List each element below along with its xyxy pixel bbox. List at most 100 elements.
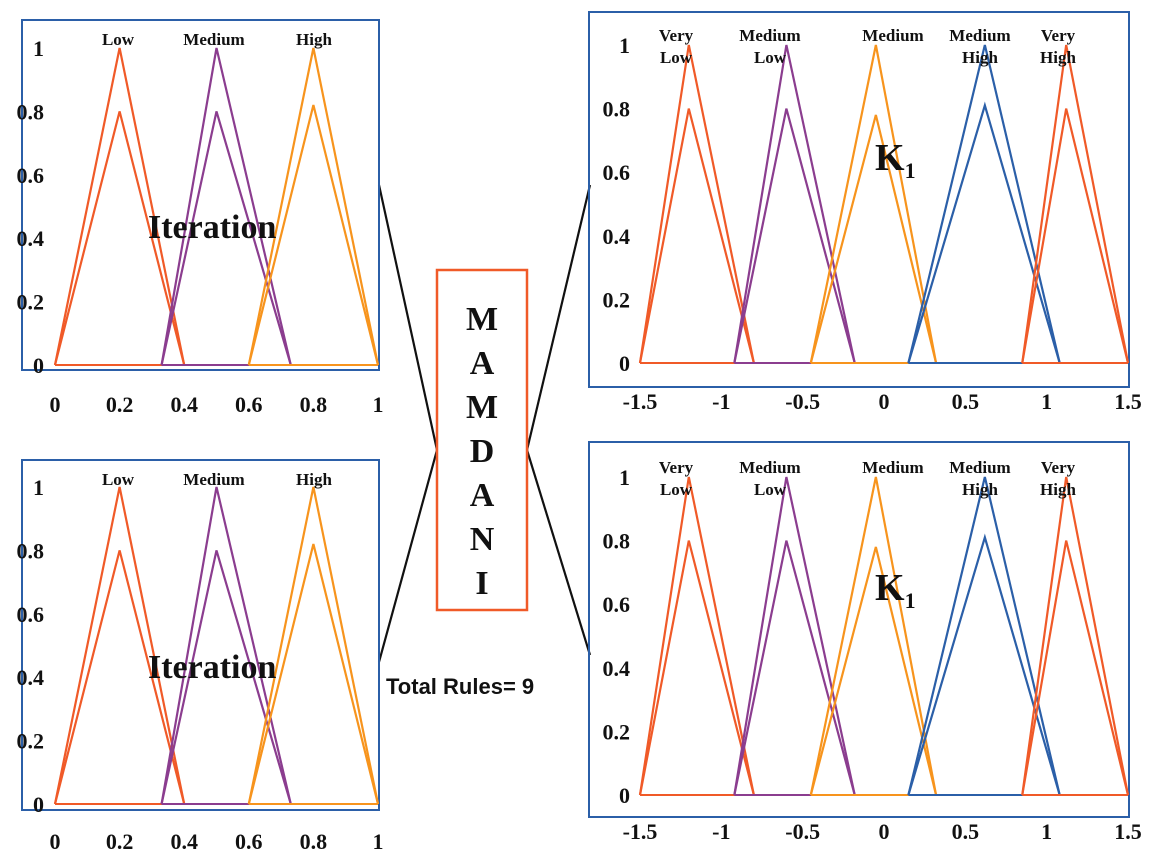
x-tick-label: 0.5 [952, 819, 980, 844]
membership-medium-high: Medium High [907, 26, 1061, 364]
upper-mf-line [733, 44, 856, 364]
x-tick-label: 0 [879, 389, 890, 414]
upper-mf-line [907, 44, 1061, 364]
membership-low: Low [53, 470, 186, 805]
upper-mf-line [247, 486, 380, 805]
x-tick-label: 0 [50, 392, 61, 417]
mf-label: Low [754, 48, 787, 67]
x-tick-label: 0.2 [106, 829, 134, 852]
y-tick-label: 0.2 [603, 287, 631, 312]
lower-mf-line [809, 114, 938, 364]
y-tick-label: 0.8 [17, 538, 45, 563]
mf-label: Very [1041, 458, 1076, 477]
y-tick-label: 0.8 [17, 99, 45, 124]
x-tick-label: 0.2 [106, 392, 134, 417]
membership-low: Low [53, 30, 186, 366]
membership-very-low: Very Low [638, 458, 755, 796]
mf-label: High [296, 470, 332, 489]
y-tick-label: 1 [33, 36, 44, 61]
x-tick-label: 1.5 [1114, 389, 1142, 414]
x-tick-label: 1 [1041, 819, 1052, 844]
y-tick-label: 1 [619, 33, 630, 58]
mf-label: Medium [739, 26, 800, 45]
membership-very-high: Very High [1021, 26, 1130, 364]
y-tick-label: 0.4 [603, 224, 631, 249]
x-tick-label: -1.5 [623, 819, 658, 844]
upper-mf-line [160, 486, 292, 805]
lower-mf-line [809, 546, 938, 796]
mf-label: Medium [949, 458, 1010, 477]
x-tick-label: 0.5 [952, 389, 980, 414]
lower-mf-line [247, 543, 380, 805]
variable-label: Iteration [148, 649, 277, 686]
upper-mf-line [809, 44, 938, 364]
upper-mf-line [907, 476, 1061, 796]
y-tick-label: 0 [619, 783, 630, 808]
mamdani-letter: N [470, 521, 495, 558]
mf-label: Low [754, 480, 787, 499]
chart-panel-3: Very Low Medium Low Medium Medium High Very High… [588, 11, 1142, 414]
mf-label: Very [659, 26, 694, 45]
mf-label: Very [659, 458, 694, 477]
x-tick-label: 0 [50, 829, 61, 852]
mf-label: High [962, 480, 998, 499]
lower-mf-line [1021, 108, 1130, 364]
mamdani-letter: A [470, 477, 495, 514]
upper-mf-line [53, 486, 186, 805]
x-tick-label: -1 [712, 389, 730, 414]
mf-label: Low [102, 470, 135, 489]
mf-label: Medium [739, 458, 800, 477]
y-tick-label: 0.2 [603, 719, 631, 744]
mf-label: Very [1041, 26, 1076, 45]
mamdani-letter: I [475, 565, 488, 602]
mf-label: High [1040, 48, 1076, 67]
total-rules-label: Total Rules= 9 [386, 674, 534, 699]
plot-frame [21, 19, 380, 371]
connector-line [377, 184, 439, 451]
mf-label: High [962, 48, 998, 67]
upper-mf-line [809, 476, 938, 796]
y-tick-label: 1 [619, 465, 630, 490]
y-tick-label: 0.2 [17, 729, 45, 754]
x-tick-label: -0.5 [785, 389, 820, 414]
membership-medium: Medium [809, 458, 938, 796]
y-tick-label: 0.4 [603, 656, 631, 681]
mamdani-letter: D [470, 433, 495, 470]
y-tick-label: 0.4 [17, 665, 45, 690]
membership-very-low: Very Low [638, 26, 755, 364]
lower-mf-line [247, 104, 380, 366]
membership-very-high: Very High [1021, 458, 1130, 796]
chart-panel-1: Low Medium High 0 0.2 0.4 0.6 0.8 1 0 0.2 0.4 0.6 0.8… [17, 19, 384, 417]
mf-label: Medium [862, 458, 923, 477]
mamdani-letter: M [466, 389, 498, 426]
lower-mf-line [907, 533, 1061, 796]
membership-medium: Medium [809, 26, 938, 364]
x-tick-label: -0.5 [785, 819, 820, 844]
y-tick-label: 1 [33, 475, 44, 500]
membership-high: High [247, 30, 380, 366]
membership-medium-low: Medium Low [733, 26, 856, 364]
lower-mf-line [638, 540, 755, 796]
lower-mf-line [1021, 540, 1130, 796]
membership-medium: Medium [160, 470, 292, 805]
x-tick-label: 0.8 [300, 829, 328, 852]
y-tick-label: 0 [33, 353, 44, 378]
variable-label: K1 [875, 137, 916, 183]
membership-medium-low: Medium Low [733, 458, 856, 796]
upper-mf-line [160, 47, 292, 366]
upper-mf-line [733, 476, 856, 796]
mamdani-letter: A [470, 345, 495, 382]
x-tick-label: -1 [712, 819, 730, 844]
x-tick-label: 0.4 [170, 392, 198, 417]
x-tick-label: 0.6 [235, 392, 263, 417]
y-tick-label: 0 [619, 351, 630, 376]
mf-label: Low [660, 48, 693, 67]
mamdani-letter: M [466, 301, 498, 338]
connector-lines [377, 184, 592, 663]
mf-label: High [296, 30, 332, 49]
lower-mf-line [53, 550, 186, 805]
chart-panel-4: Very Low Medium Low Medium Medium High Very High… [588, 441, 1142, 844]
x-tick-label: 1 [373, 829, 384, 852]
lower-mf-line [907, 101, 1061, 364]
